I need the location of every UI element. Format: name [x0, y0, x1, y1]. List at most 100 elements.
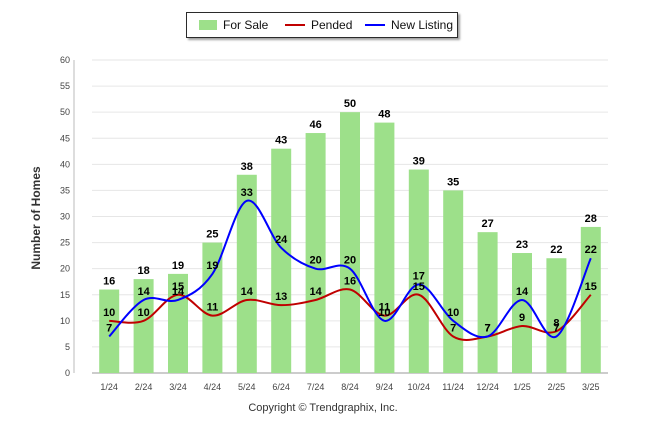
x-tick-label: 6/24	[272, 382, 290, 392]
bar-value-label: 23	[516, 239, 528, 251]
point-label-pended: 14	[241, 286, 254, 298]
point-label-new-listing: 22	[585, 244, 597, 256]
legend-item-new-listing[interactable]: New Listing	[365, 18, 453, 32]
point-label-pended: 8	[553, 317, 559, 329]
bar-for-sale	[512, 253, 532, 373]
point-label-pended: 15	[413, 281, 425, 293]
point-label-new-listing: 7	[553, 322, 559, 334]
x-tick-label: 10/24	[408, 382, 431, 392]
data-labels: 16 18 19 25 38 43 46 50 48 39 35 27 23 22 28 10 10 15 11 14…	[103, 98, 597, 334]
point-label-new-listing: 10	[378, 307, 390, 319]
y-tick-label: 60	[60, 55, 70, 65]
x-tick-label: 3/24	[169, 382, 187, 392]
point-label-pended: 10	[103, 307, 115, 319]
y-tick-label: 20	[60, 264, 70, 274]
bar-value-label: 19	[172, 260, 184, 272]
bar-for-sale	[546, 258, 567, 373]
bar-for-sale	[236, 174, 257, 373]
bar-value-label: 48	[378, 109, 390, 121]
point-label-new-listing: 33	[241, 187, 253, 199]
point-label-new-listing: 7	[485, 322, 491, 334]
bar-value-label: 27	[481, 218, 493, 230]
bar-value-label: 28	[585, 213, 597, 225]
bar-for-sale	[408, 169, 429, 373]
x-tick-label: 2/25	[548, 382, 566, 392]
point-label-pended: 7	[485, 322, 491, 334]
point-label-new-listing: 14	[516, 286, 529, 298]
point-label-pended: 9	[519, 312, 525, 324]
point-label-new-listing: 10	[447, 307, 459, 319]
point-label-new-listing: 17	[413, 270, 425, 282]
legend-label-pended: Pended	[311, 18, 353, 32]
y-tick-label: 25	[60, 238, 70, 248]
point-label-new-listing: 24	[275, 234, 288, 246]
bar-value-label: 38	[241, 161, 253, 173]
copyright-text: Copyright © Trendgraphix, Inc.	[248, 402, 398, 414]
point-label-pended: 15	[172, 281, 184, 293]
bar-series	[99, 112, 601, 374]
x-tick-label: 8/24	[341, 382, 359, 392]
legend: For Sale Pended New Listing	[186, 12, 458, 38]
y-tick-label: 10	[60, 316, 70, 326]
point-label-pended: 10	[137, 307, 149, 319]
y-tick-label: 0	[65, 368, 70, 378]
x-tick-label: 11/24	[442, 382, 464, 392]
x-tick-label: 9/24	[376, 382, 394, 392]
bar-for-sale	[477, 232, 498, 373]
point-label-pended: 14	[309, 286, 322, 298]
line-new-listing	[108, 199, 592, 339]
y-tick-label: 30	[60, 212, 70, 222]
x-tick-label: 1/25	[513, 382, 531, 392]
y-tick-label: 35	[60, 185, 70, 195]
point-label-new-listing: 20	[344, 255, 356, 267]
x-tick-label: 2/24	[135, 382, 153, 392]
bar-value-label: 18	[137, 265, 149, 277]
bar-for-sale	[202, 242, 223, 373]
bar-value-label: 25	[206, 229, 218, 241]
point-label-pended: 16	[344, 276, 356, 288]
point-label-new-listing: 14	[137, 286, 150, 298]
y-tick-label: 15	[60, 290, 70, 300]
x-tick-label: 12/24	[476, 382, 499, 392]
x-tick-label: 7/24	[307, 382, 325, 392]
bar-value-label: 16	[103, 276, 115, 288]
legend-swatch-for-sale	[199, 20, 217, 30]
line-series	[108, 199, 592, 341]
bar-value-label: 46	[309, 119, 321, 131]
point-label-pended: 7	[450, 322, 456, 334]
bar-for-sale	[580, 226, 601, 373]
x-tick-label: 4/24	[204, 382, 222, 392]
x-tick-label: 5/24	[238, 382, 256, 392]
legend-swatch-new-listing	[365, 24, 385, 26]
line-pended	[109, 288, 592, 341]
axes: 0 5 10 15 20 25 30 35 40 45 50 55 60 1/24 2/24 3/24 4/24…	[60, 55, 608, 392]
point-label-new-listing: 20	[309, 255, 321, 267]
y-tick-label: 5	[65, 342, 70, 352]
bar-value-label: 39	[413, 156, 425, 168]
bar-for-sale	[340, 112, 360, 374]
y-tick-label: 50	[60, 107, 70, 117]
point-label-pended: 11	[207, 302, 219, 314]
y-tick-label: 45	[60, 133, 70, 143]
bar-for-sale	[443, 190, 464, 373]
x-tick-label: 3/25	[582, 382, 600, 392]
legend-swatch-pended	[285, 24, 305, 26]
point-label-pended: 15	[585, 281, 597, 293]
y-tick-label: 40	[60, 159, 70, 169]
bar-for-sale	[305, 133, 326, 373]
bar-for-sale	[99, 289, 120, 373]
point-label-pended: 13	[275, 291, 287, 303]
legend-label-for-sale: For Sale	[223, 18, 269, 32]
point-label-pended: 11	[379, 302, 391, 314]
bar-value-label: 43	[275, 135, 287, 147]
legend-label-new-listing: New Listing	[391, 18, 454, 32]
point-label-new-listing: 7	[106, 322, 112, 334]
x-tick-label: 1/24	[100, 382, 118, 392]
bar-value-label: 22	[550, 244, 562, 256]
bar-value-label: 35	[447, 176, 459, 188]
legend-item-for-sale[interactable]: For Sale	[199, 18, 268, 32]
legend-item-pended[interactable]: Pended	[285, 18, 352, 32]
bar-for-sale	[374, 122, 395, 373]
y-tick-label: 55	[60, 81, 70, 91]
